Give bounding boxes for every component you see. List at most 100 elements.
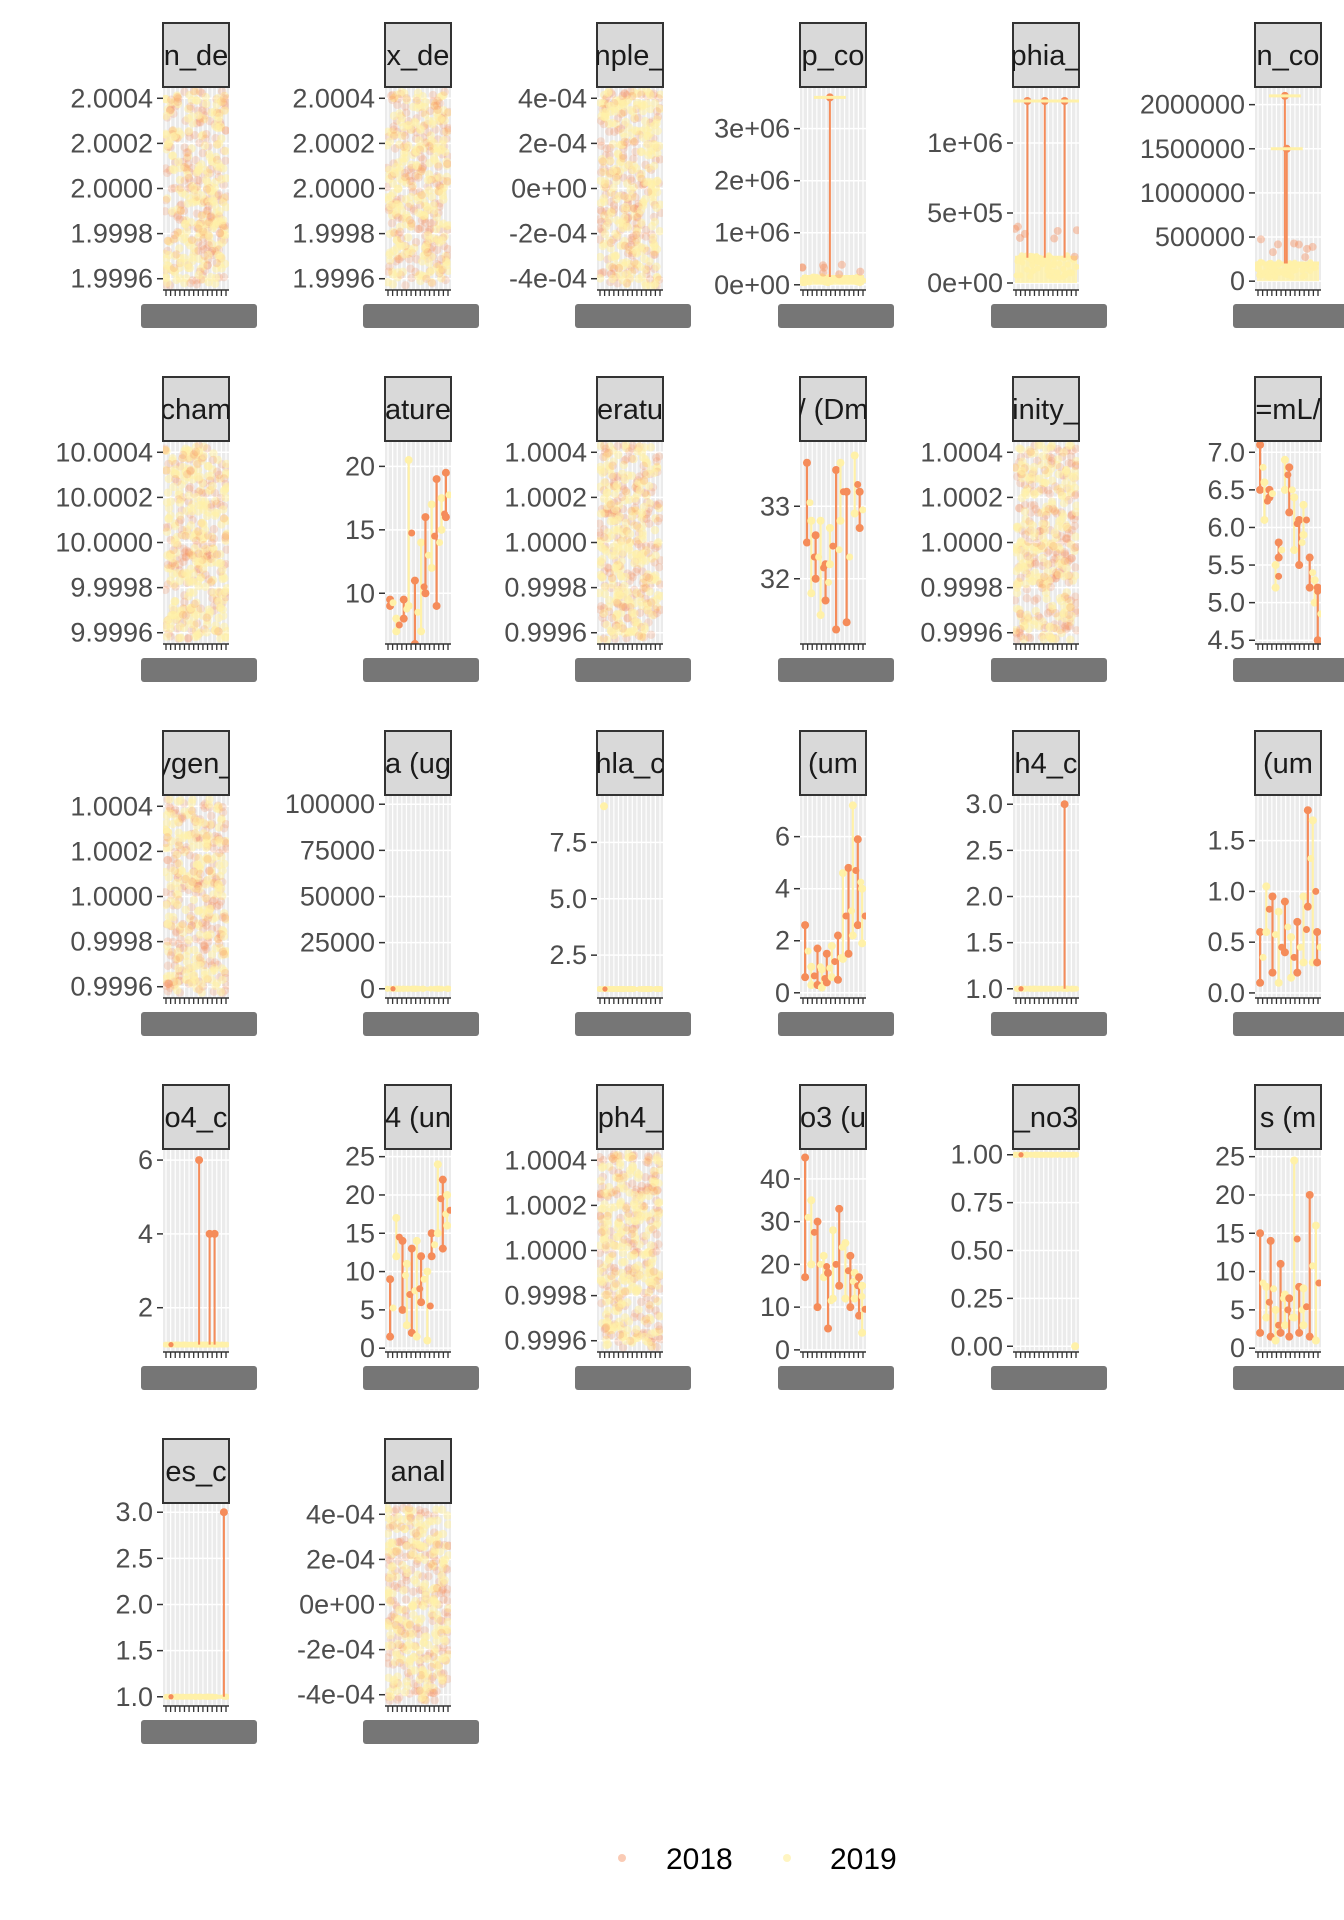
data-point	[179, 253, 189, 263]
data-point	[182, 274, 191, 283]
data-point	[201, 175, 211, 185]
data-point	[1028, 521, 1038, 530]
data-point	[636, 542, 646, 551]
data-point	[1020, 229, 1029, 238]
data-point	[394, 268, 403, 277]
data-point	[432, 259, 441, 269]
data-point	[173, 947, 182, 956]
data-point	[599, 802, 608, 811]
data-point	[439, 91, 448, 100]
data-point	[188, 183, 198, 192]
data-point	[622, 488, 631, 498]
data-point	[1280, 948, 1289, 957]
data-point	[163, 937, 173, 946]
data-point	[442, 157, 451, 167]
facet-strip	[1012, 730, 1080, 796]
data-point	[650, 558, 659, 567]
data-point	[164, 843, 173, 852]
data-point	[171, 474, 180, 484]
data-point	[611, 505, 620, 514]
data-point	[194, 840, 203, 849]
data-point	[1294, 240, 1303, 249]
data-point	[389, 599, 397, 607]
data-point	[1049, 542, 1058, 552]
data-point	[178, 919, 187, 929]
facet-title: ygen_	[156, 748, 236, 780]
data-point	[209, 588, 218, 597]
data-point	[1029, 262, 1036, 269]
data-point	[171, 234, 180, 243]
data-point	[407, 247, 416, 256]
data-point	[167, 184, 177, 193]
x-tick-labels-overlap	[778, 658, 894, 682]
data-point	[1060, 265, 1067, 272]
data-point	[165, 971, 175, 981]
data-point	[603, 88, 613, 98]
data-point	[195, 87, 205, 96]
data-point	[1016, 624, 1025, 634]
data-point	[392, 1252, 401, 1261]
data-point	[600, 478, 609, 487]
data-point	[638, 133, 648, 142]
data-point	[1025, 445, 1034, 455]
data-point	[836, 516, 845, 525]
data-point	[164, 503, 174, 513]
data-point	[390, 986, 396, 992]
data-point	[415, 224, 424, 234]
data-point	[607, 1271, 616, 1281]
data-point	[183, 199, 193, 208]
data-point	[164, 979, 174, 989]
data-point	[165, 795, 174, 804]
data-point	[838, 869, 847, 878]
data-point	[411, 238, 421, 247]
data-point	[164, 828, 173, 837]
data-point	[198, 198, 207, 208]
data-point	[620, 1172, 629, 1182]
data-point	[634, 478, 644, 487]
data-point	[1050, 234, 1059, 243]
data-point	[627, 1229, 636, 1239]
data-point	[1019, 520, 1029, 529]
data-point	[1018, 986, 1024, 992]
data-point	[1035, 621, 1044, 631]
data-point	[446, 1206, 451, 1214]
data-point	[194, 111, 203, 120]
panel-background	[597, 795, 663, 998]
facet-strip	[162, 22, 230, 88]
data-point	[838, 954, 847, 963]
data-point	[619, 241, 628, 250]
data-point	[655, 155, 663, 164]
data-point	[1030, 596, 1039, 605]
y-tick-label: 1.0002	[504, 482, 587, 512]
data-point	[180, 530, 189, 540]
data-point	[214, 823, 224, 832]
data-point	[194, 527, 203, 536]
data-point	[644, 519, 654, 528]
data-point	[399, 614, 408, 623]
facet-strip	[596, 730, 664, 796]
data-point	[616, 124, 625, 133]
data-point	[1037, 484, 1046, 494]
data-point	[619, 99, 628, 109]
data-point	[644, 1156, 653, 1165]
x-tick-labels-overlap	[363, 1366, 479, 1390]
data-point	[163, 94, 171, 104]
data-point	[186, 482, 195, 492]
data-point	[187, 810, 196, 819]
data-point	[641, 232, 651, 241]
facet-strip	[1254, 376, 1322, 442]
data-point	[1020, 507, 1030, 516]
data-point	[388, 95, 397, 105]
data-point	[857, 878, 865, 886]
data-point	[1016, 445, 1026, 454]
data-point	[202, 99, 211, 109]
data-point	[642, 140, 652, 149]
data-point	[1278, 268, 1285, 275]
data-point	[209, 525, 219, 534]
data-point	[210, 551, 219, 560]
data-point	[831, 958, 839, 966]
data-point	[643, 1293, 652, 1302]
data-point	[166, 882, 175, 891]
data-point	[608, 274, 617, 284]
